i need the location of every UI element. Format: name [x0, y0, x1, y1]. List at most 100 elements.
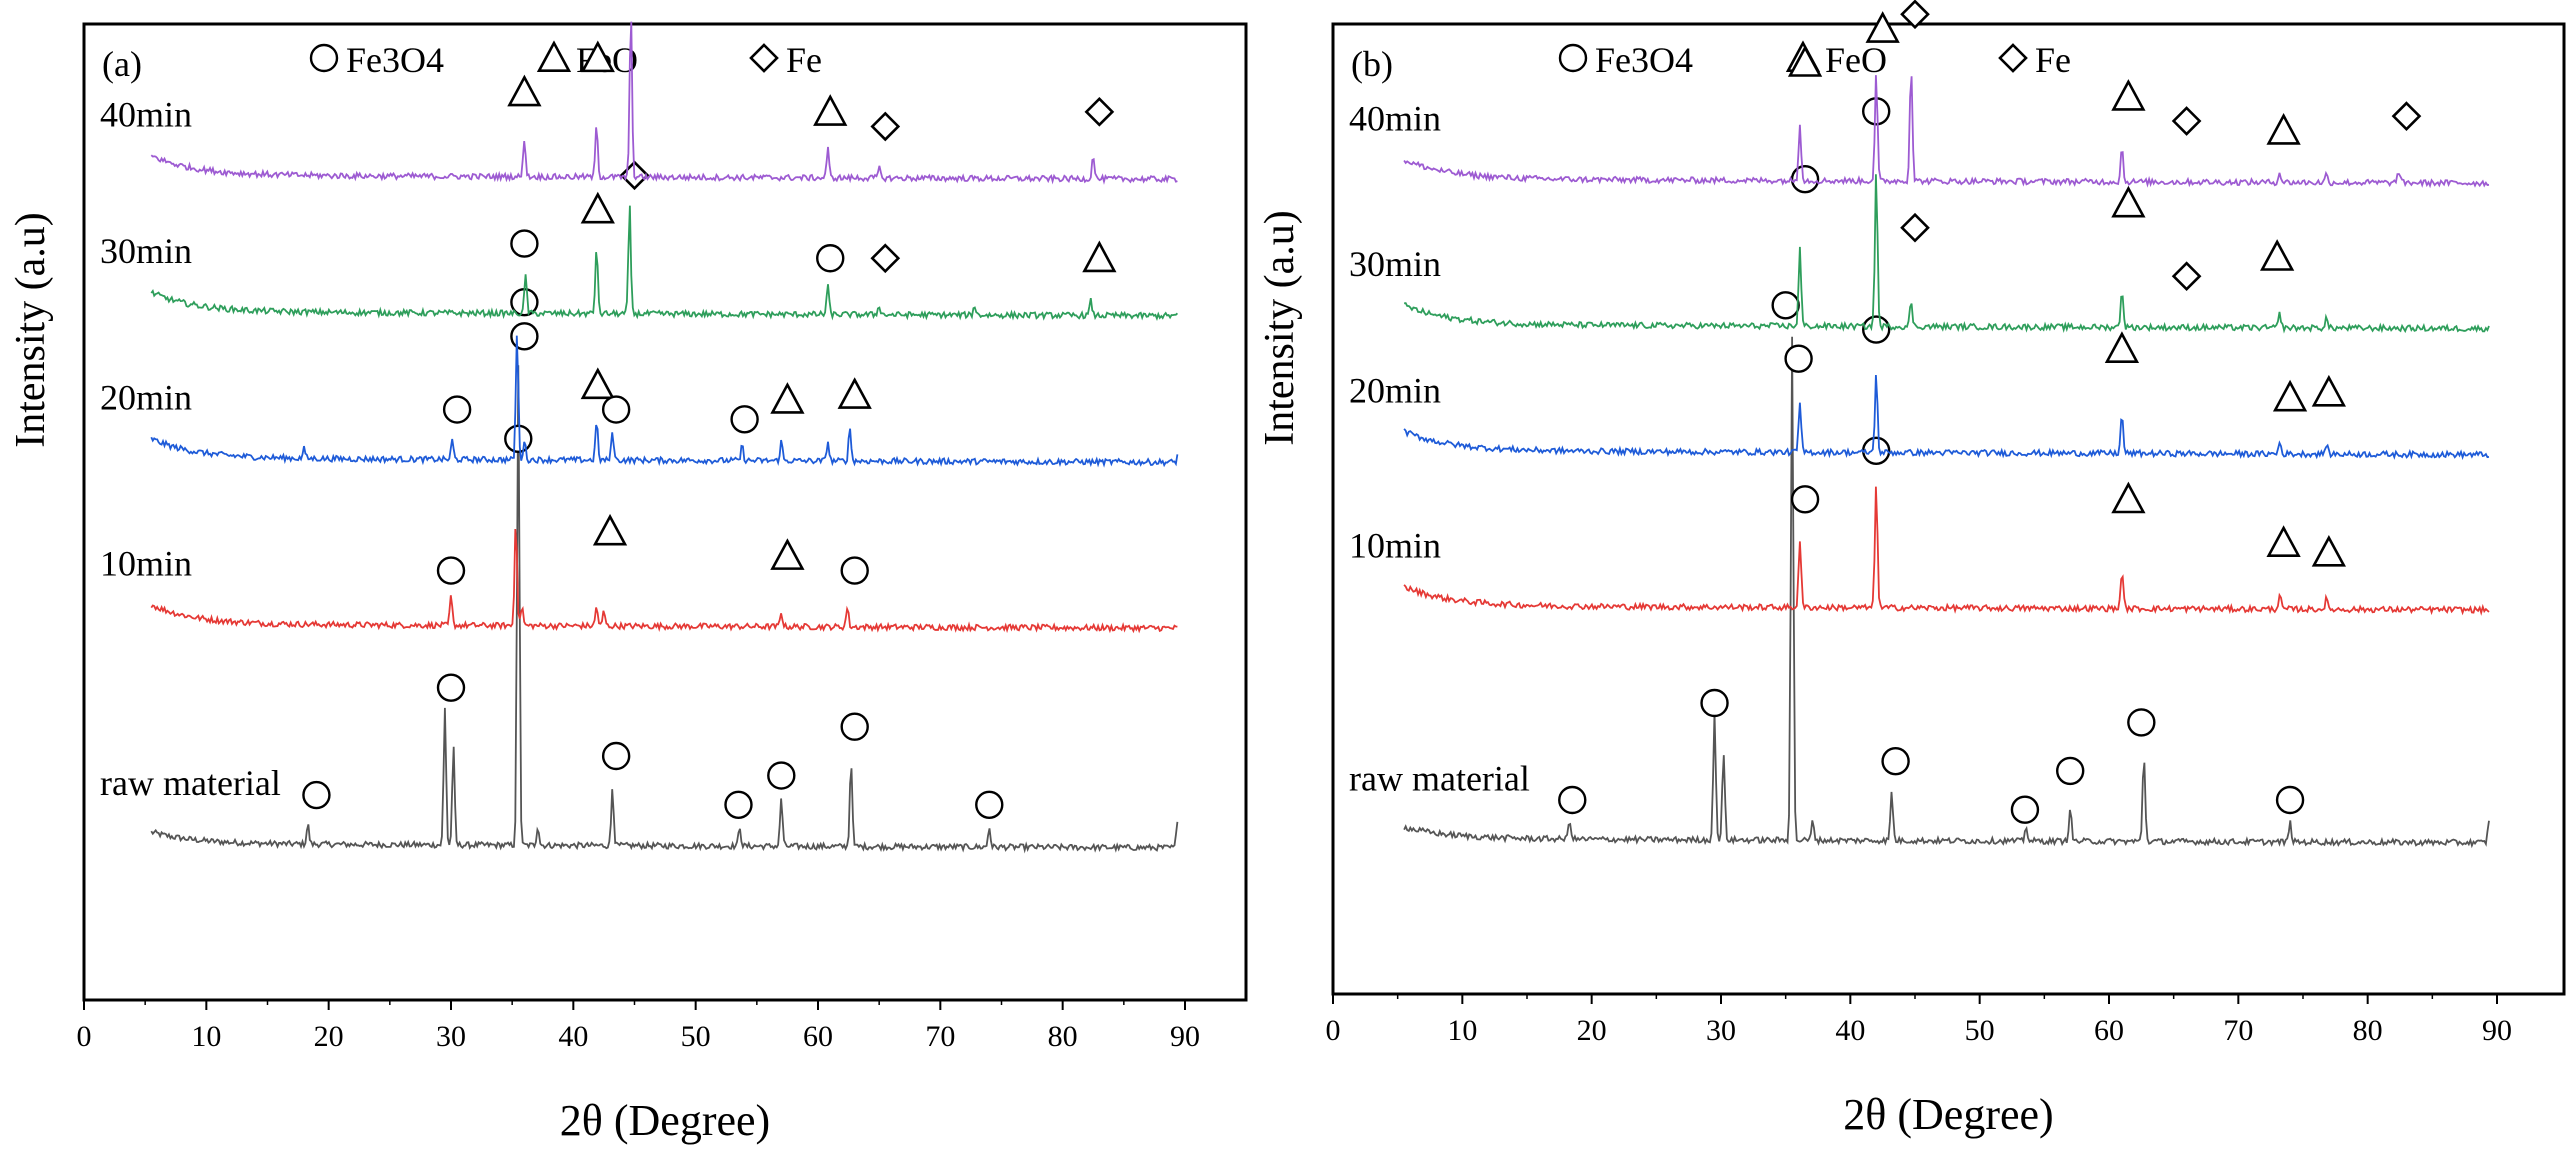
- series-20min: 20min: [100, 287, 1179, 468]
- peak-triangle-marker: [2266, 113, 2301, 145]
- legend-triangle-icon: [536, 40, 572, 73]
- peak-diamond-marker: [1900, 212, 1930, 243]
- series-40min: 40min: [100, 21, 1178, 185]
- x-tick-label: 60: [803, 1020, 833, 1053]
- peak-triangle-marker: [580, 40, 615, 73]
- y-axis-label: Intensity (a.u): [8, 212, 54, 448]
- peak-circle-marker: [2055, 756, 2085, 786]
- series-label: 40min: [1349, 99, 1441, 139]
- x-tick-label: 90: [1170, 1020, 1200, 1053]
- legend-circle-icon: [1558, 43, 1588, 73]
- series-line: [150, 335, 1179, 468]
- peak-circle-marker: [1771, 291, 1800, 320]
- peak-circle-marker: [601, 395, 631, 424]
- panel-label: (a): [102, 44, 142, 84]
- series-label: 30min: [1349, 244, 1441, 284]
- series-30min: 30min: [100, 160, 1179, 321]
- series-line: [1403, 75, 2490, 189]
- peak-triangle-marker: [2111, 185, 2146, 218]
- peak-diamond-marker: [870, 243, 901, 274]
- peak-diamond-marker: [2171, 261, 2202, 292]
- legend-label: Fe: [2035, 40, 2071, 80]
- x-tick-label: 80: [1048, 1020, 1078, 1053]
- series-line: [150, 21, 1178, 185]
- peak-circle-marker: [302, 780, 331, 810]
- peak-circle-marker: [510, 229, 539, 258]
- x-tick-label: 80: [2353, 1014, 2383, 1047]
- legend-label: Fe: [786, 40, 822, 80]
- peak-circle-marker: [504, 424, 533, 453]
- series-label: 30min: [100, 231, 192, 271]
- peak-circle-marker: [1700, 688, 1729, 718]
- series-label: raw material: [1349, 758, 1530, 798]
- peak-triangle-marker: [2104, 331, 2140, 363]
- series-line: [1403, 374, 2490, 461]
- peak-triangle-marker: [770, 538, 805, 570]
- peak-circle-marker: [840, 556, 869, 585]
- peak-circle-marker: [1790, 485, 1820, 514]
- peak-triangle-marker: [2272, 379, 2308, 412]
- x-tick-label: 50: [681, 1020, 711, 1053]
- series-line: [1403, 336, 2490, 849]
- peak-circle-marker: [436, 556, 466, 585]
- peak-circle-marker: [601, 741, 631, 771]
- series-line: [1403, 174, 2490, 334]
- series-label: 20min: [1349, 370, 1441, 410]
- peak-triangle-marker: [580, 191, 615, 224]
- peak-triangle-marker: [1082, 240, 1117, 273]
- peak-circle-marker: [730, 405, 759, 434]
- peak-circle-marker: [436, 673, 466, 702]
- series-label: 10min: [1349, 526, 1441, 566]
- series-label: 10min: [100, 543, 192, 583]
- x-tick-label: 60: [2094, 1014, 2124, 1047]
- legend-circle-icon: [309, 43, 339, 73]
- y-axis-label: Intensity (a.u): [1257, 210, 1303, 446]
- series-30min: 30min: [1349, 97, 2490, 334]
- peak-triangle-marker: [2111, 79, 2146, 111]
- x-tick-label: 90: [2482, 1014, 2512, 1047]
- x-tick-label: 10: [1447, 1014, 1477, 1047]
- legend-diamond-icon: [1998, 43, 2028, 73]
- x-tick-label: 70: [925, 1020, 955, 1053]
- peak-circle-marker: [840, 712, 869, 741]
- legend-diamond-icon: [749, 43, 779, 73]
- plot-frame: [1331, 22, 2566, 996]
- peak-circle-marker: [1784, 344, 1813, 373]
- legend-label: Fe3O4: [1595, 40, 1693, 80]
- peak-diamond-marker: [1900, 0, 1930, 30]
- peak-diamond-marker: [870, 111, 901, 142]
- x-tick-label: 10: [191, 1020, 221, 1053]
- x-tick-label: 20: [314, 1020, 344, 1053]
- peak-diamond-marker: [2391, 101, 2422, 131]
- peak-circle-marker: [2127, 708, 2156, 737]
- peak-triangle-marker: [592, 513, 628, 546]
- peak-triangle-marker: [507, 74, 542, 107]
- peak-circle-marker: [1861, 315, 1891, 344]
- series-line: [1403, 486, 2490, 616]
- peak-circle-marker: [1558, 785, 1587, 815]
- x-tick-label: 40: [1835, 1014, 1865, 1047]
- peak-triangle-marker: [2311, 374, 2346, 407]
- series-20min: 20min: [1349, 315, 2490, 461]
- series-raw-material: raw material: [1349, 291, 2490, 849]
- x-axis-label: 2θ (Degree): [1843, 1090, 2053, 1139]
- series-raw-material: raw material: [100, 322, 1179, 854]
- peak-triangle-marker: [813, 94, 848, 126]
- peak-circle-marker: [2010, 795, 2040, 824]
- peak-circle-marker: [767, 761, 796, 790]
- legend-label: Fe3O4: [346, 40, 444, 80]
- peak-triangle-marker: [2111, 481, 2146, 514]
- peak-triangle-marker: [837, 377, 872, 409]
- series-10min: 10min: [1349, 436, 2490, 616]
- panel-a: 0 10 20 30 40 50 60 70 80 90 2θ (Degree) Intensity …: [8, 21, 1248, 1145]
- series-line: [150, 365, 1179, 854]
- panel-b: 0 10 20 30 40 50 60 70 80 90 2θ (Degree) Intensity …: [1257, 0, 2566, 1139]
- legend-label: FeO: [1825, 40, 1887, 80]
- series-label: 20min: [100, 378, 192, 418]
- x-axis-label: 2θ (Degree): [560, 1096, 770, 1145]
- peak-circle-marker: [816, 244, 845, 273]
- x-tick-label: 0: [1326, 1014, 1341, 1047]
- peak-circle-marker: [1881, 747, 1910, 776]
- peak-triangle-marker: [2266, 525, 2301, 557]
